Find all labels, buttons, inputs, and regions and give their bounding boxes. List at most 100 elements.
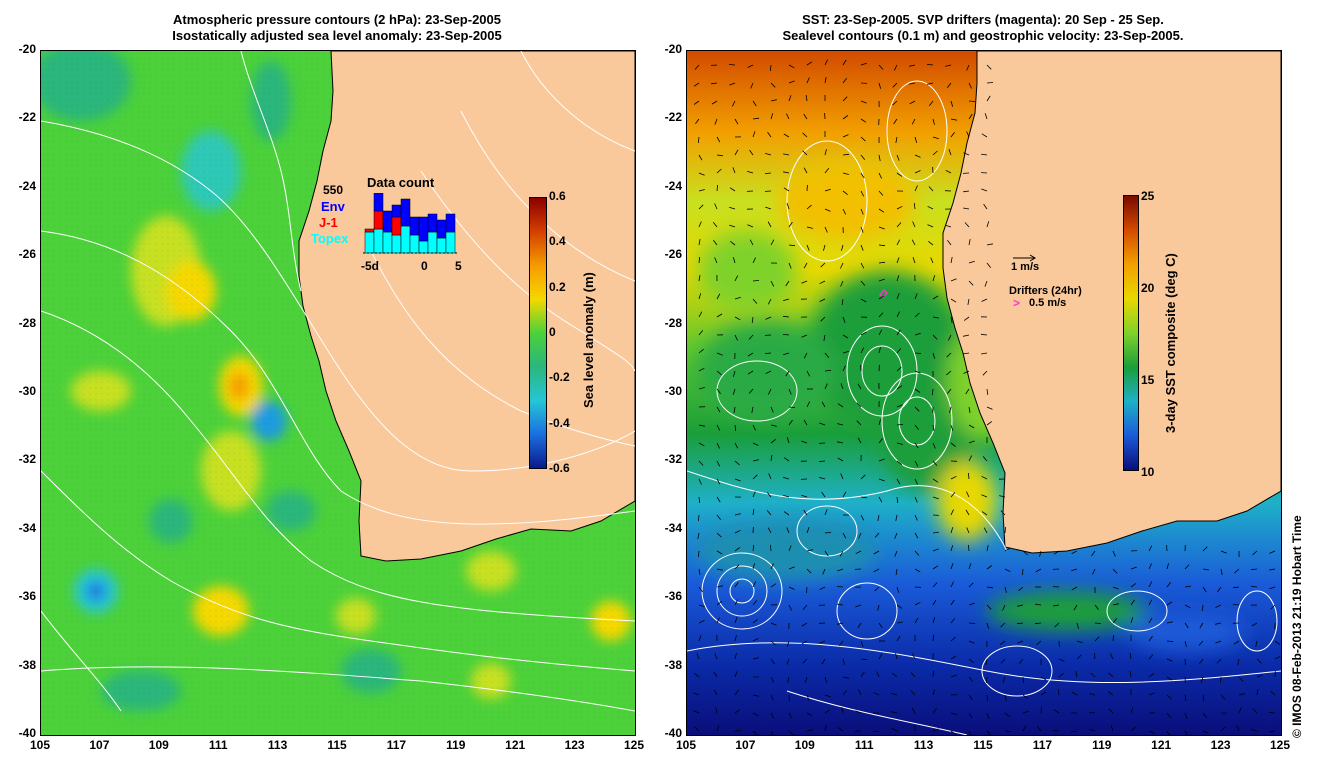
velocity-arrow bbox=[1202, 694, 1205, 702]
velocity-arrow bbox=[716, 600, 722, 606]
velocity-arrow bbox=[877, 604, 880, 611]
velocity-arrow bbox=[913, 202, 916, 210]
velocity-arrow bbox=[1071, 730, 1078, 733]
velocity-arrow bbox=[1052, 730, 1060, 732]
velocity-arrow bbox=[824, 168, 830, 174]
velocity-arrow bbox=[895, 568, 898, 575]
velocity-arrow bbox=[788, 566, 795, 570]
velocity-arrow bbox=[1036, 726, 1042, 732]
velocity-arrow bbox=[860, 331, 867, 336]
velocity-arrow bbox=[984, 113, 988, 120]
velocity-arrow bbox=[981, 153, 988, 156]
velocity-arrow bbox=[841, 244, 844, 251]
velocity-arrow bbox=[819, 298, 826, 302]
velocity-arrow bbox=[806, 370, 811, 377]
count-bar-env bbox=[400, 198, 411, 227]
velocity-arrow bbox=[818, 460, 826, 462]
velocity-arrow bbox=[734, 529, 741, 534]
velocity-arrow bbox=[1109, 653, 1114, 660]
velocity-arrow bbox=[824, 532, 832, 534]
velocity-arrow bbox=[734, 671, 738, 678]
velocity-arrow bbox=[734, 653, 737, 660]
velocity-arrow bbox=[896, 478, 901, 485]
velocity-arrow bbox=[983, 527, 988, 534]
velocity-arrow bbox=[752, 618, 758, 624]
right-ytick-label: -20 bbox=[664, 42, 682, 56]
velocity-arrow bbox=[928, 100, 934, 106]
velocity-arrow bbox=[1022, 550, 1028, 556]
velocity-arrow bbox=[748, 334, 754, 340]
velocity-arrow bbox=[873, 692, 880, 696]
velocity-arrow bbox=[896, 239, 901, 246]
velocity-arrow bbox=[892, 82, 898, 88]
right-xtick-label: 107 bbox=[735, 738, 756, 752]
velocity-arrow bbox=[986, 586, 993, 589]
velocity-arrows bbox=[693, 59, 1281, 735]
velocity-arrow bbox=[878, 208, 885, 213]
velocity-arrow bbox=[806, 694, 810, 701]
velocity-arrow bbox=[788, 586, 795, 590]
velocity-arrow bbox=[734, 460, 740, 466]
velocity-arrow bbox=[801, 622, 808, 627]
velocity-arrow bbox=[968, 455, 973, 462]
velocity-arrow bbox=[896, 293, 900, 300]
velocity-arrow bbox=[1250, 585, 1258, 588]
velocity-arrow bbox=[968, 472, 970, 480]
velocity-arrow bbox=[824, 59, 828, 66]
velocity-arrow bbox=[1108, 672, 1114, 678]
velocity-arrow bbox=[914, 442, 919, 449]
velocity-arrow bbox=[838, 640, 844, 646]
count-bar-topex bbox=[400, 225, 411, 254]
velocity-arrow bbox=[950, 424, 954, 431]
velocity-arrow bbox=[806, 401, 811, 408]
velocity-arrow bbox=[968, 280, 974, 286]
velocity-arrow bbox=[932, 424, 935, 431]
velocity-arrow bbox=[698, 514, 700, 522]
velocity-arrow bbox=[698, 442, 705, 447]
velocity-arrow bbox=[734, 118, 739, 125]
velocity-arrow bbox=[711, 100, 718, 105]
left-xtick-label: 109 bbox=[148, 738, 169, 752]
velocity-arrow bbox=[914, 352, 922, 354]
velocity-arrow bbox=[986, 421, 993, 426]
velocity-arrow bbox=[734, 689, 739, 696]
right-xtick-label: 121 bbox=[1151, 738, 1172, 752]
velocity-arrow bbox=[693, 710, 700, 714]
velocity-arrow bbox=[698, 604, 705, 608]
velocity-arrow bbox=[698, 586, 703, 593]
velocity-arrow bbox=[860, 364, 862, 372]
velocity-arrow bbox=[1148, 673, 1155, 678]
velocity-arrow bbox=[734, 296, 741, 300]
velocity-arrow bbox=[878, 64, 884, 70]
left-ytick-label: -24 bbox=[18, 178, 36, 193]
velocity-arrow bbox=[806, 226, 813, 229]
velocity-arrow bbox=[950, 257, 953, 264]
velocity-arrow bbox=[999, 640, 1006, 646]
velocity-arrow bbox=[912, 257, 916, 264]
velocity-arrow bbox=[842, 316, 846, 323]
velocity-arrow bbox=[698, 239, 701, 246]
velocity-arrow bbox=[824, 550, 829, 557]
velocity-arrow bbox=[1256, 674, 1263, 678]
velocity-arrow bbox=[1166, 581, 1171, 588]
count-bar-topex bbox=[427, 231, 438, 254]
velocity-arrow bbox=[1148, 730, 1155, 734]
velocity-arrow bbox=[1036, 640, 1042, 646]
velocity-arrow bbox=[963, 370, 970, 374]
velocity-arrow bbox=[749, 239, 754, 246]
sla-colorbar-tick: -0.6 bbox=[549, 461, 570, 475]
velocity-arrow bbox=[1166, 601, 1173, 606]
velocity-arrow bbox=[694, 64, 700, 70]
velocity-arrow bbox=[963, 352, 970, 355]
velocity-arrow bbox=[1166, 730, 1170, 735]
velocity-arrow bbox=[1018, 658, 1024, 664]
velocity-arrow bbox=[930, 257, 934, 264]
velocity-arrow bbox=[1130, 707, 1134, 714]
velocity-arrow bbox=[981, 133, 988, 138]
velocity-arrow bbox=[841, 707, 844, 714]
velocity-arrow bbox=[860, 226, 864, 233]
velocity-arrow bbox=[824, 188, 831, 192]
data-count-bars bbox=[363, 193, 459, 254]
velocity-arrow bbox=[764, 172, 772, 174]
velocity-arrow bbox=[932, 708, 938, 714]
